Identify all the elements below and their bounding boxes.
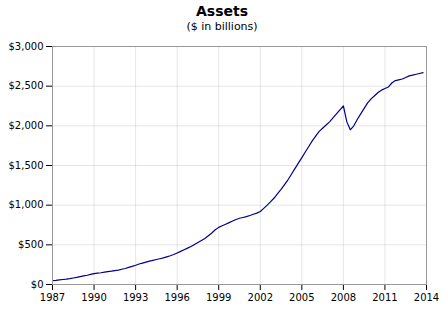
svg-text:$500: $500 [18,239,43,250]
svg-text:1990: 1990 [81,292,106,303]
svg-text:$2,500: $2,500 [9,80,44,91]
svg-text:$0: $0 [31,279,44,290]
svg-text:$1,500: $1,500 [9,160,44,171]
svg-text:1999: 1999 [206,292,231,303]
html-text:Assets: Assets [196,3,248,19]
svg-text:2008: 2008 [331,292,356,303]
svg-text:$2,000: $2,000 [9,120,44,131]
svg-text:$1,000: $1,000 [9,199,44,210]
svg-text:2014: 2014 [414,292,439,303]
svg-text:2011: 2011 [372,292,397,303]
svg-text:2002: 2002 [248,292,273,303]
html-text:($ in billions): ($ in billions) [186,20,258,33]
svg-text:1987: 1987 [40,292,65,303]
svg-text:$3,000: $3,000 [9,41,44,52]
svg-text:2005: 2005 [289,292,314,303]
svg-text:1993: 1993 [123,292,148,303]
svg-text:1996: 1996 [164,292,189,303]
